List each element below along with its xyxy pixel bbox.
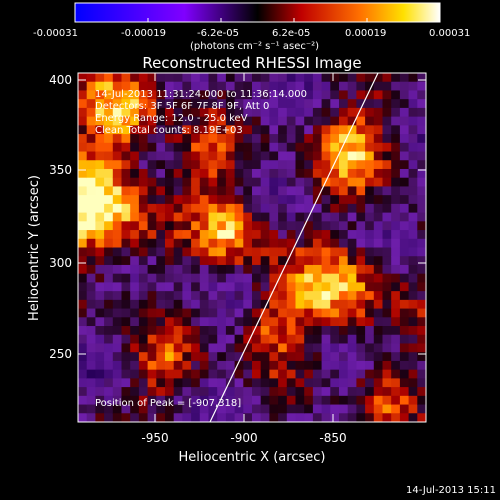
detectors-text: Detectors: 3F 5F 6F 7F 8F 9F, Att 0 — [95, 101, 269, 112]
x-tick-label: -850 — [319, 431, 346, 445]
y-tick-label: 250 — [49, 347, 72, 361]
x-axis-label: Heliocentric X (arcsec) — [179, 450, 326, 465]
colorbar-tick-label: -0.00031 — [33, 28, 78, 39]
peak-position-text: Position of Peak = [-907,318] — [95, 398, 241, 409]
heatmap-image — [78, 73, 426, 422]
y-tick-label: 350 — [49, 163, 72, 177]
y-tick-label: 300 — [49, 256, 72, 270]
solar-limb-line — [209, 73, 379, 422]
axis-ticks — [78, 73, 426, 422]
time-range-text: 14-Jul-2013 11:31:24.000 to 11:36:14.000 — [95, 89, 307, 100]
colorbar-tick-label: 6.2e-05 — [272, 28, 310, 39]
y-tick-label: 400 — [49, 73, 72, 87]
info-block: 14-Jul-2013 11:31:24.000 to 11:36:14.000… — [95, 89, 307, 136]
y-axis-label: Heliocentric Y (arcsec) — [27, 175, 42, 321]
timestamp: 14-Jul-2013 15:11 — [406, 485, 496, 496]
colorbar-tick-label: -6.2e-05 — [197, 28, 239, 39]
plot-frame — [77, 72, 427, 423]
x-tick-label: -900 — [230, 431, 257, 445]
x-tick-label: -950 — [141, 431, 168, 445]
plot-title: Reconstructed RHESSI Image — [142, 54, 361, 72]
colorbar-units: (photons cm⁻² s⁻¹ asec⁻²) — [190, 41, 319, 52]
colorbar-tick-label: 0.00031 — [429, 28, 470, 39]
energy-range-text: Energy Range: 12.0 - 25.0 keV — [95, 113, 248, 124]
colorbar: -0.00031 -0.00019 -6.2e-05 6.2e-05 0.000… — [33, 2, 470, 52]
colorbar-tick-label: -0.00019 — [121, 28, 166, 39]
clean-counts-text: Clean Total counts: 8.19E+03 — [95, 125, 243, 136]
colorbar-tick-label: 0.00019 — [345, 28, 386, 39]
colorbar-gradient — [74, 2, 441, 23]
